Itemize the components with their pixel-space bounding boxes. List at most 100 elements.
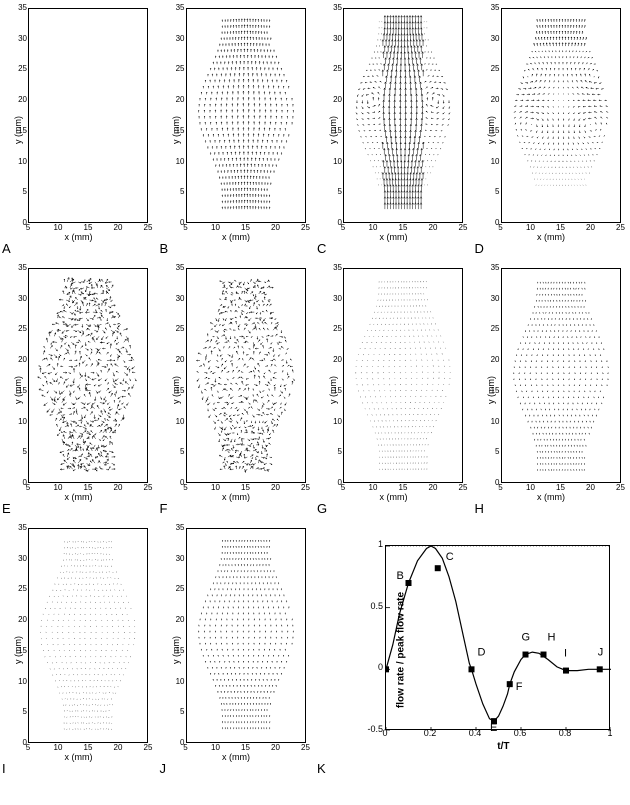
wf-ytick: 0.5 (365, 601, 383, 611)
vector-field (187, 9, 305, 222)
xtick: 20 (114, 743, 123, 752)
ytick: 5 (17, 707, 27, 716)
ytick: 10 (332, 417, 342, 426)
plot-area (343, 8, 463, 223)
xtick: 25 (144, 483, 153, 492)
waveform-marker-B (406, 580, 412, 586)
xtick: 20 (271, 223, 280, 232)
ylabel: y (mm) (171, 116, 181, 144)
vector-panel-G: 05101520253035510152025y (mm)x (mm)G (315, 260, 472, 520)
xtick: 5 (26, 743, 30, 752)
panel-label: E (2, 501, 11, 516)
xtick: 20 (271, 743, 280, 752)
ytick: 20 (175, 95, 185, 104)
ytick: 35 (17, 523, 27, 532)
xtick: 15 (241, 743, 250, 752)
xtick: 5 (26, 483, 30, 492)
xtick: 15 (399, 483, 408, 492)
waveform-marker-J (597, 666, 603, 672)
waveform-point-label: E (490, 722, 497, 731)
plot-area (28, 8, 148, 223)
xtick: 25 (144, 223, 153, 232)
vector-panel-E: 05101520253035510152025y (mm)x (mm)E (0, 260, 157, 520)
vector-panel-F: 05101520253035510152025y (mm)x (mm)F (158, 260, 315, 520)
waveform-marker-C (435, 565, 441, 571)
plot-area (28, 528, 148, 743)
panel-label: A (2, 241, 11, 256)
xtick: 25 (301, 223, 310, 232)
waveform-point-label: D (478, 646, 486, 658)
ylabel: y (mm) (171, 376, 181, 404)
vector-field (344, 269, 462, 482)
waveform-marker-F (507, 681, 513, 687)
ytick: 25 (490, 324, 500, 333)
panel-label: J (160, 761, 167, 776)
ytick: 5 (490, 187, 500, 196)
vector-field (344, 9, 462, 222)
waveform-marker-G (523, 652, 529, 658)
wf-xtick: 1 (607, 728, 612, 738)
ytick: 5 (332, 447, 342, 456)
xlabel: x (mm) (222, 752, 250, 762)
ylabel: y (mm) (171, 636, 181, 664)
vector-panel-B: 05101520253035510152025y (mm)x (mm)B (158, 0, 315, 260)
panel-label: F (160, 501, 168, 516)
xtick: 15 (84, 743, 93, 752)
xlabel: x (mm) (65, 232, 93, 242)
ytick: 10 (332, 157, 342, 166)
xtick: 5 (183, 223, 187, 232)
ytick: 25 (175, 324, 185, 333)
waveform-svg: ABCDEFGHIJ (386, 546, 611, 731)
wf-xtick: 0.2 (424, 728, 437, 738)
xtick: 5 (341, 223, 345, 232)
xtick: 20 (114, 223, 123, 232)
ytick: 20 (17, 355, 27, 364)
wf-xtick: 0.8 (559, 728, 572, 738)
plot-area (501, 268, 621, 483)
ytick: 25 (17, 64, 27, 73)
xtick: 25 (301, 483, 310, 492)
vector-panel-H: 05101520253035510152025y (mm)x (mm)H (473, 260, 630, 520)
ytick: 35 (490, 263, 500, 272)
xlabel: x (mm) (65, 492, 93, 502)
ytick: 25 (175, 64, 185, 73)
ytick: 25 (17, 324, 27, 333)
ytick: 20 (175, 355, 185, 364)
ytick: 25 (332, 64, 342, 73)
ytick: 35 (17, 263, 27, 272)
vector-field (502, 9, 620, 222)
vector-panel-J: 05101520253035510152025y (mm)x (mm)J (158, 520, 315, 780)
xtick: 25 (459, 223, 468, 232)
ylabel: y (mm) (13, 636, 23, 664)
waveform-marker-H (541, 652, 547, 658)
ytick: 20 (490, 355, 500, 364)
ytick: 30 (17, 554, 27, 563)
ytick: 30 (175, 554, 185, 563)
ytick: 35 (490, 3, 500, 12)
ytick: 25 (17, 584, 27, 593)
ytick: 35 (332, 263, 342, 272)
ytick: 25 (175, 584, 185, 593)
ytick: 5 (332, 187, 342, 196)
xtick: 25 (616, 483, 625, 492)
xtick: 5 (498, 223, 502, 232)
panel-label: K (317, 761, 326, 776)
xtick: 15 (84, 483, 93, 492)
plot-area (501, 8, 621, 223)
wf-ytick: -0.5 (365, 724, 383, 734)
ytick: 30 (175, 34, 185, 43)
figure-grid: 05101520253035510152025y (mm)x (mm)A0510… (0, 0, 630, 780)
ytick: 5 (175, 447, 185, 456)
waveform-marker-D (469, 666, 475, 672)
panel-label: B (160, 241, 169, 256)
xtick: 25 (144, 743, 153, 752)
vector-panel-I: 05101520253035510152025y (mm)x (mm)I (0, 520, 157, 780)
xtick: 5 (183, 743, 187, 752)
vector-field (187, 269, 305, 482)
wf-ytick: 0 (365, 662, 383, 672)
ytick: 30 (17, 294, 27, 303)
ylabel: y (mm) (13, 376, 23, 404)
xtick: 10 (526, 223, 535, 232)
wf-ytick: 1 (365, 539, 383, 549)
waveform-point-label: F (516, 681, 523, 693)
